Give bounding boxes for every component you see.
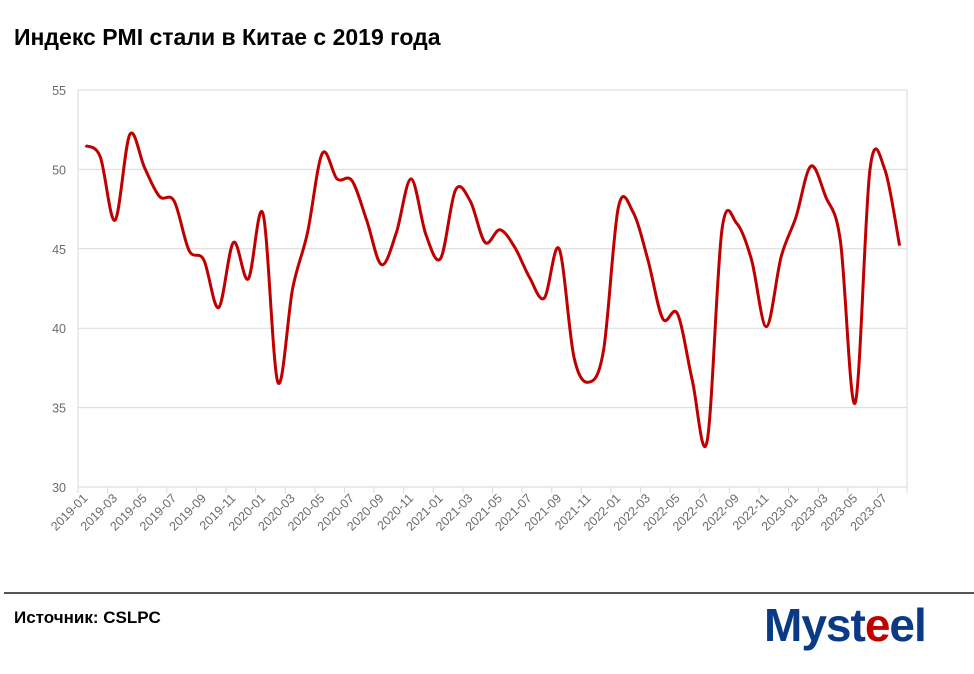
- chart-title: Индекс PMI стали в Китае с 2019 года: [14, 24, 441, 50]
- y-tick-label: 30: [52, 481, 66, 495]
- logo-text-end: el: [889, 599, 926, 651]
- mysteel-logo: Mysteel: [764, 598, 927, 652]
- y-tick-label: 45: [52, 243, 66, 257]
- line-chart: 3035404550552019-012019-032019-052019-07…: [48, 84, 908, 534]
- logo-text: Myst: [764, 599, 866, 651]
- y-tick-label: 35: [52, 402, 66, 416]
- y-tick-label: 55: [52, 84, 66, 98]
- logo-text-accent: e: [864, 599, 891, 651]
- separator-line: [4, 592, 974, 594]
- source-note: Источник: CSLPC: [14, 608, 161, 627]
- series-line: [84, 131, 902, 449]
- y-tick-label: 50: [52, 163, 66, 177]
- y-tick-label: 40: [52, 322, 66, 336]
